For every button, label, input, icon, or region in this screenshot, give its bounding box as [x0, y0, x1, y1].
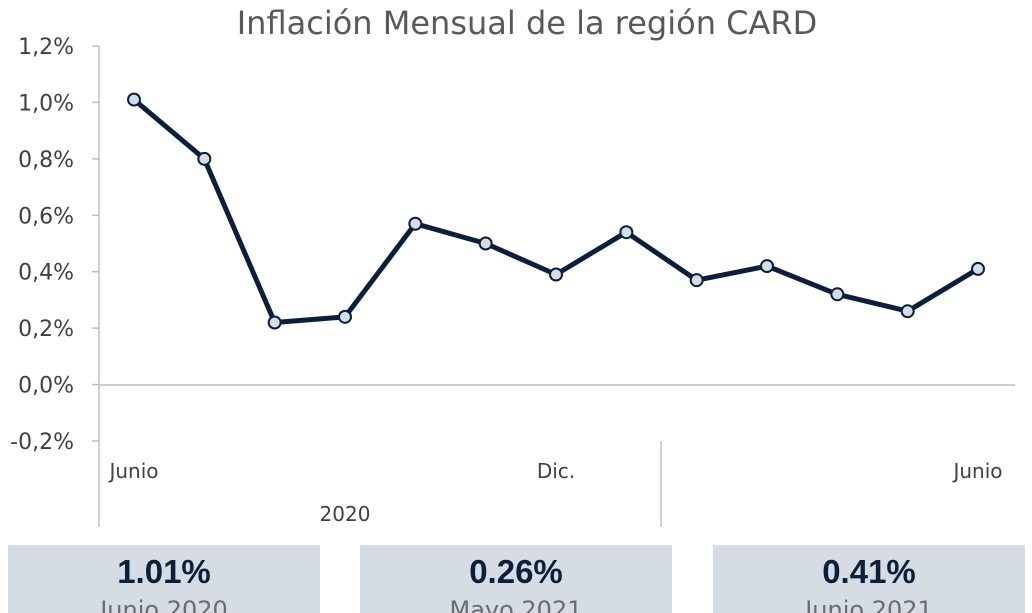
- data-point-9: [760, 259, 774, 274]
- summary-card-value: 0.41%: [822, 553, 916, 590]
- x-tick-label-junio-2020: Junio: [107, 459, 158, 483]
- series-line: [132, 97, 980, 325]
- data-point-6: [549, 267, 563, 282]
- line-chart: Inflación Mensual de la región CARD 1,2%…: [10, 4, 1015, 527]
- summary-card-junio-2021: 0.41% Junio 2021: [713, 545, 1025, 613]
- summary-card-junio-2020: 1.01% Junio 2020: [8, 545, 320, 613]
- data-point-10: [830, 287, 845, 302]
- y-tick-label: 1,2%: [18, 35, 74, 60]
- y-tick-label: -0,2%: [10, 430, 74, 455]
- y-axis-ticks: 1,2% 1,0% 0,8% 0,6% 0,4% 0,2% 0,0% -0,2%: [10, 35, 99, 455]
- summary-card-label: Mayo 2021: [449, 596, 583, 613]
- summary-cards: 1.01% Junio 2020 0.26% Mayo 2021 0.41% J…: [0, 545, 1032, 613]
- summary-card-mayo-2021: 0.26% Mayo 2021: [360, 545, 672, 613]
- series-group: [127, 92, 985, 330]
- data-point-2: [267, 315, 282, 330]
- y-tick-label: 0,8%: [18, 148, 74, 173]
- x-group-label-2020: 2020: [320, 502, 371, 526]
- summary-card-value: 1.01%: [117, 553, 211, 590]
- y-tick-label: 0,4%: [18, 261, 74, 286]
- data-point-5: [478, 236, 493, 251]
- y-tick-label: 0,0%: [18, 374, 74, 399]
- data-point-0: [127, 92, 141, 107]
- x-tick-label-junio-2021: Junio: [951, 459, 1002, 483]
- data-point-4: [408, 216, 423, 231]
- x-tick-label-dic: Dic.: [537, 459, 575, 483]
- summary-card-label: Junio 2021: [805, 596, 933, 613]
- data-point-8: [689, 273, 704, 288]
- summary-card-value: 0.26%: [469, 553, 563, 590]
- summary-card-label: Junio 2020: [100, 596, 228, 613]
- data-point-1: [197, 151, 212, 166]
- y-tick-label: 0,6%: [18, 204, 74, 229]
- chart-title: Inflación Mensual de la región CARD: [237, 4, 818, 42]
- y-tick-label: 0,2%: [18, 317, 74, 342]
- data-point-7: [619, 225, 634, 240]
- data-point-12: [971, 261, 985, 276]
- data-point-11: [900, 304, 915, 319]
- data-point-3: [338, 309, 352, 324]
- y-tick-label: 1,0%: [18, 91, 74, 116]
